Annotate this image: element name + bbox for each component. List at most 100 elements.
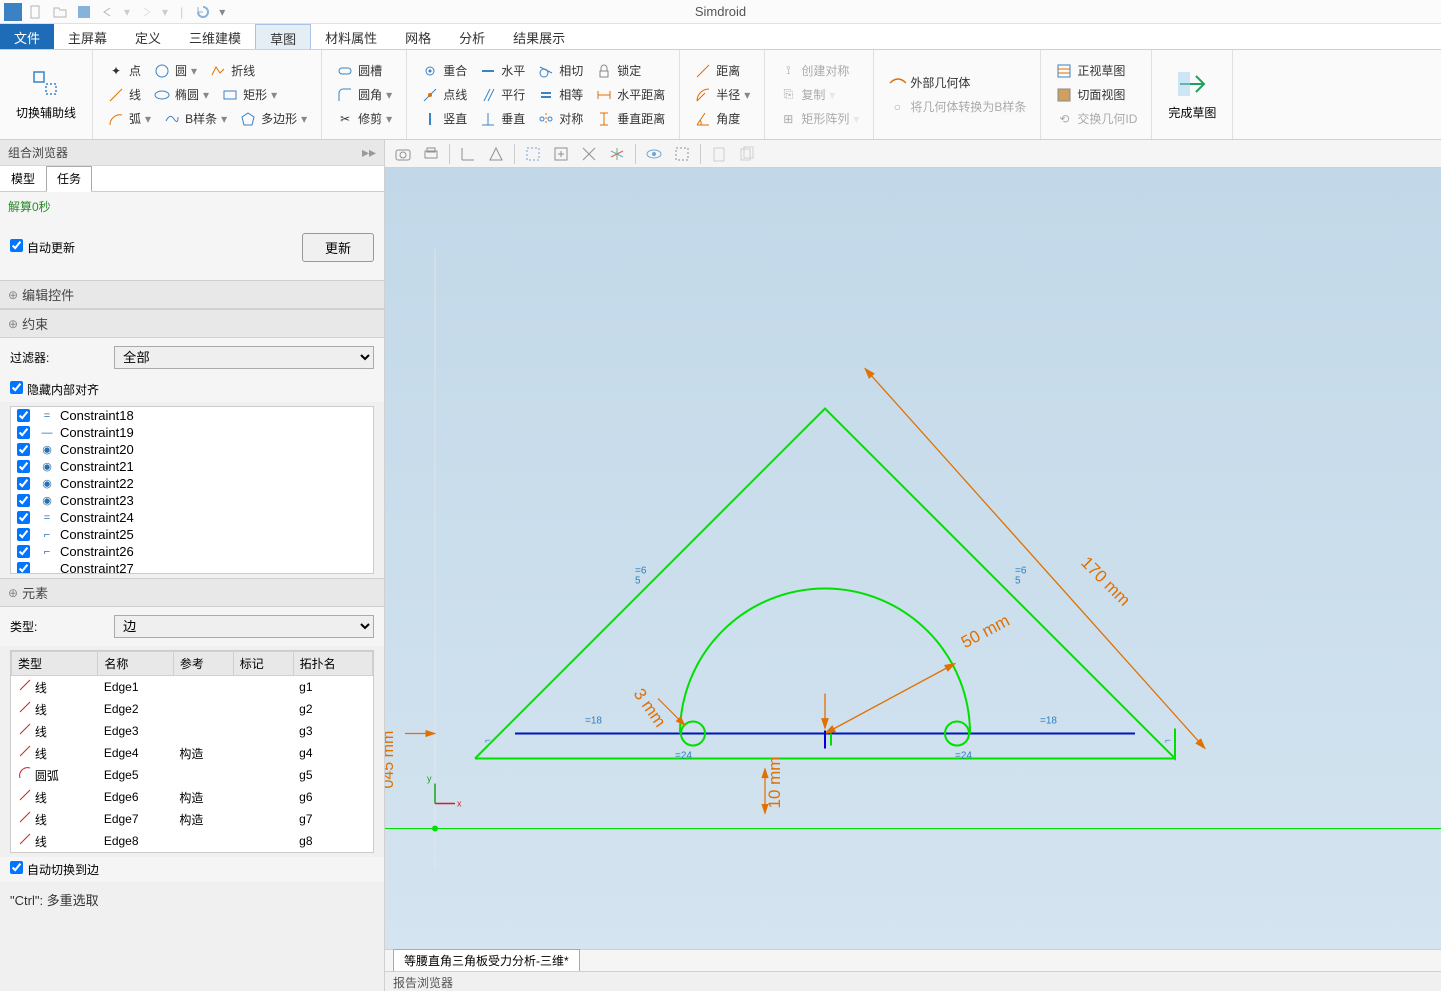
constraint-item[interactable]: ◉Constraint20 <box>11 441 373 458</box>
angle-dim[interactable]: 角度 <box>688 108 756 130</box>
table-row[interactable]: 圆弧Edge5g5 <box>12 764 373 786</box>
bspline-tool[interactable]: B样条▾ <box>157 108 233 130</box>
slot-tool[interactable]: 圆槽 <box>330 60 398 82</box>
coincident-constraint[interactable]: 重合 <box>415 60 473 82</box>
table-header[interactable]: 标记 <box>233 652 293 676</box>
table-header[interactable]: 类型 <box>12 652 98 676</box>
table-row[interactable]: 线Edge1g1 <box>12 676 373 699</box>
horizontal-constraint[interactable]: 水平 <box>473 60 531 82</box>
lock-constraint[interactable]: 锁定 <box>589 60 647 82</box>
table-row[interactable]: 线Edge4构造g4 <box>12 742 373 764</box>
radius-dim[interactable]: 半径▾ <box>688 84 756 106</box>
rect-tool[interactable]: 矩形▾ <box>215 84 283 106</box>
line-tool[interactable]: 线 <box>101 84 147 106</box>
clipboard-icon[interactable] <box>707 142 731 166</box>
type-select[interactable]: 边 <box>114 615 374 638</box>
constraint-item[interactable]: =Constraint24 <box>11 509 373 526</box>
tab-sketch[interactable]: 草图 <box>255 24 311 49</box>
constraint-item[interactable]: =Constraint18 <box>11 407 373 424</box>
open-icon[interactable] <box>52 4 68 20</box>
element-table[interactable]: 类型名称参考标记拓扑名 线Edge1g1 线Edge2g2 线Edge3g3 线… <box>10 650 374 853</box>
polygon-tool[interactable]: 多边形▾ <box>233 108 313 130</box>
style-icon[interactable] <box>484 142 508 166</box>
external-geom[interactable]: 外部几何体 <box>882 72 1032 94</box>
constraint-item[interactable]: ⌐Constraint25 <box>11 526 373 543</box>
fit-icon[interactable] <box>549 142 573 166</box>
tab-3d-model[interactable]: 三维建模 <box>175 24 255 49</box>
tangent-constraint[interactable]: 相切 <box>531 60 589 82</box>
perpendicular-constraint[interactable]: 垂直 <box>473 108 531 130</box>
save-icon[interactable] <box>76 4 92 20</box>
redo-icon[interactable] <box>138 4 154 20</box>
section-elements[interactable]: 元素 <box>0 578 384 607</box>
tab-results[interactable]: 结果展示 <box>499 24 579 49</box>
select-rect-icon[interactable] <box>521 142 545 166</box>
finish-sketch-button[interactable]: 完成草图 <box>1160 64 1224 125</box>
point-icon: ✦ <box>107 62 125 80</box>
arc-tool[interactable]: 弧▾ <box>101 108 157 130</box>
undo-icon[interactable] <box>100 4 116 20</box>
midpoint-constraint[interactable]: 点线 <box>415 84 473 106</box>
box-select-icon[interactable] <box>670 142 694 166</box>
constraint-item[interactable]: Constraint27 <box>11 560 373 574</box>
constraint-item[interactable]: ◉Constraint22 <box>11 475 373 492</box>
eye-icon[interactable] <box>642 142 666 166</box>
section-view[interactable]: 切面视图 <box>1049 84 1143 106</box>
tab-task[interactable]: 任务 <box>46 166 92 192</box>
section-edit-controls[interactable]: 编辑控件 <box>0 280 384 309</box>
fillet-tool[interactable]: 圆角▾ <box>330 84 398 106</box>
expand-icon[interactable]: ▸▸ <box>362 144 376 161</box>
ellipse-tool[interactable]: 椭圆▾ <box>147 84 215 106</box>
table-row[interactable]: 线Edge7构造g7 <box>12 808 373 830</box>
distance-dim[interactable]: 距离 <box>688 60 756 82</box>
table-header[interactable]: 名称 <box>98 652 174 676</box>
point-tool[interactable]: ✦点 <box>101 60 147 82</box>
sketch-canvas[interactable]: xy170 mm50 mm3 mm10 mm045 mm=65=65=18=18… <box>385 168 1441 949</box>
tab-material[interactable]: 材料属性 <box>311 24 391 49</box>
filter-select[interactable]: 全部 <box>114 346 374 369</box>
polyline-tool[interactable]: 折线 <box>203 60 261 82</box>
tab-model[interactable]: 模型 <box>0 166 46 191</box>
tab-define[interactable]: 定义 <box>121 24 175 49</box>
table-header[interactable]: 拓扑名 <box>293 652 372 676</box>
document-tab[interactable]: 等腰直角三角板受力分析-三维* <box>393 949 580 972</box>
table-row[interactable]: 线Edge8g8 <box>12 830 373 852</box>
constraint-item[interactable]: ◉Constraint21 <box>11 458 373 475</box>
section-constraints[interactable]: 约束 <box>0 309 384 338</box>
front-view[interactable]: 正视草图 <box>1049 60 1143 82</box>
vdist-constraint[interactable]: 垂直距离 <box>589 108 671 130</box>
constraint-item[interactable]: ◉Constraint23 <box>11 492 373 509</box>
camera-icon[interactable] <box>391 142 415 166</box>
constraint-list[interactable]: =Constraint18—Constraint19◉Constraint20◉… <box>10 406 374 574</box>
tab-main-screen[interactable]: 主屏幕 <box>54 24 121 49</box>
report-browser[interactable]: 报告浏览器 <box>385 971 1441 991</box>
vertical-constraint[interactable]: 竖直 <box>415 108 473 130</box>
new-file-icon[interactable] <box>28 4 44 20</box>
auto-update-checkbox[interactable]: 自动更新 <box>10 239 75 256</box>
zoom-icon[interactable] <box>577 142 601 166</box>
iso-icon[interactable] <box>605 142 629 166</box>
table-header[interactable]: 参考 <box>173 652 233 676</box>
table-row[interactable]: 线Edge6构造g6 <box>12 786 373 808</box>
hdist-constraint[interactable]: 水平距离 <box>589 84 671 106</box>
switch-aux-button[interactable]: 切换辅助线 <box>8 64 84 125</box>
symmetric-constraint[interactable]: 对称 <box>531 108 589 130</box>
trim-tool[interactable]: ✂修剪▾ <box>330 108 398 130</box>
table-row[interactable]: 线Edge2g2 <box>12 698 373 720</box>
axes-icon[interactable] <box>456 142 480 166</box>
circle-tool[interactable]: 圆▾ <box>147 60 203 82</box>
auto-switch-checkbox[interactable]: 自动切换到边 <box>10 863 99 877</box>
table-row[interactable]: 线Edge3g3 <box>12 720 373 742</box>
update-button[interactable]: 更新 <box>302 233 374 262</box>
parallel-constraint[interactable]: 平行 <box>473 84 531 106</box>
equal-constraint[interactable]: 相等 <box>531 84 589 106</box>
paste-icon[interactable] <box>735 142 759 166</box>
print-icon[interactable] <box>419 142 443 166</box>
tab-analysis[interactable]: 分析 <box>445 24 499 49</box>
tab-file[interactable]: 文件 <box>0 24 54 49</box>
hide-internal-checkbox[interactable]: 隐藏内部对齐 <box>10 383 99 397</box>
constraint-item[interactable]: ⌐Constraint26 <box>11 543 373 560</box>
constraint-item[interactable]: —Constraint19 <box>11 424 373 441</box>
tab-mesh[interactable]: 网格 <box>391 24 445 49</box>
refresh-icon[interactable] <box>195 4 211 20</box>
